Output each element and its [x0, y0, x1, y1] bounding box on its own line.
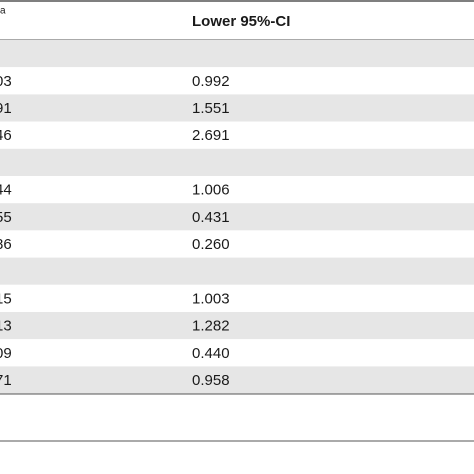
row-shade: [0, 257, 474, 285]
cell: 1.006: [192, 182, 230, 199]
cell: 15: [0, 290, 12, 307]
row-shade: [0, 40, 474, 68]
cell: 86: [0, 236, 12, 253]
row-background: [0, 176, 474, 204]
row-shade: [0, 312, 474, 340]
cell: 03: [0, 73, 12, 90]
row-shade: [0, 203, 474, 231]
cell: 1.282: [192, 318, 230, 335]
cell: 13: [0, 318, 12, 335]
cell: 09: [0, 345, 12, 362]
cell: 55: [0, 209, 12, 226]
cell: 2.691: [192, 127, 230, 144]
row-background: [0, 67, 474, 95]
row-background: [0, 284, 474, 312]
cell: 0.440: [192, 345, 230, 362]
cell: 91: [0, 100, 12, 117]
row-background: [0, 339, 474, 367]
table-body: 03 0.992 91 1.551 46 2.691 44 1.006 55 0.431 86 0.2…: [0, 40, 474, 394]
cell: 1.003: [192, 290, 230, 307]
cell: 0.431: [192, 209, 230, 226]
row-background: [0, 230, 474, 258]
row-shade: [0, 148, 474, 176]
header-footnote-marker: a: [0, 6, 6, 17]
cell: 0.992: [192, 73, 230, 90]
cell: 71: [0, 372, 12, 389]
row-shade: [0, 94, 474, 122]
cell: 0.958: [192, 372, 230, 389]
header-cell: Lower 95%-CI: [192, 13, 290, 30]
cell: 44: [0, 182, 12, 199]
cell: 46: [0, 127, 12, 144]
row-background: [0, 121, 474, 149]
cell: 1.551: [192, 100, 230, 117]
row-shade: [0, 366, 474, 394]
cell: 0.260: [192, 236, 230, 253]
